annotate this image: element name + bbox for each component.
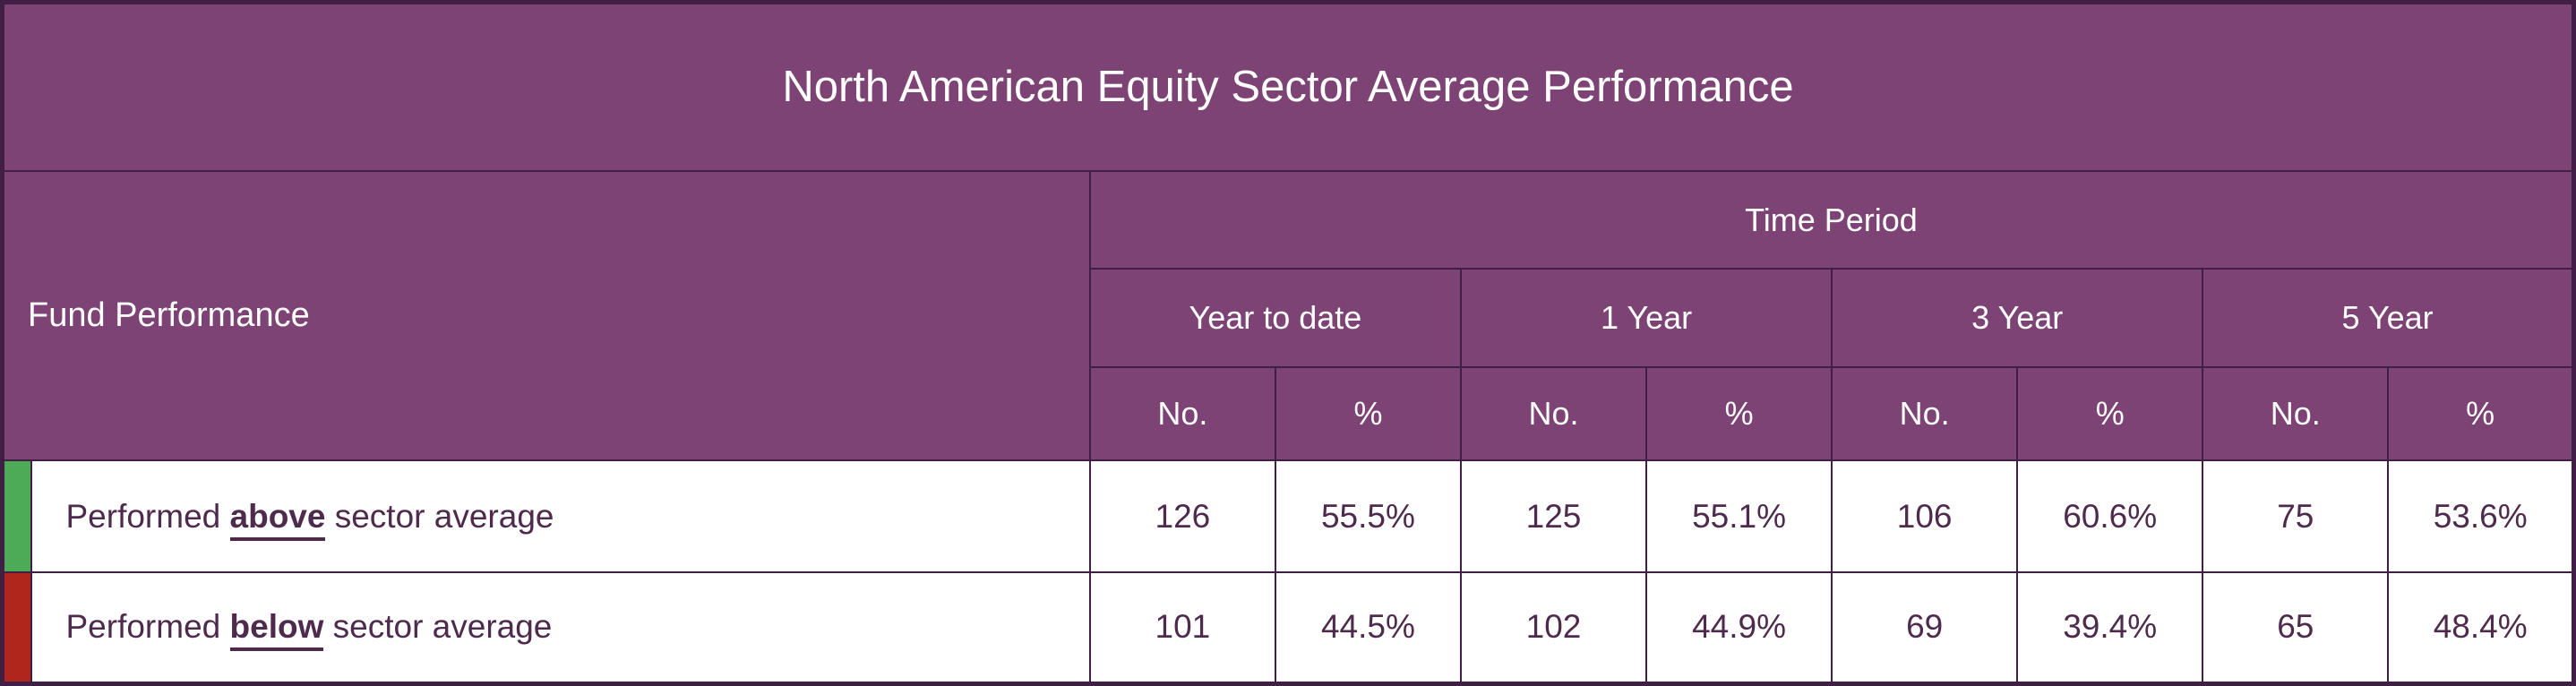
below-ytd-no: 101	[1088, 570, 1276, 685]
row-label-above: Performed above sector average	[30, 459, 1091, 573]
row-label-emphasis: below	[229, 608, 324, 652]
above-3y-no: 106	[1831, 459, 2019, 573]
table-title: North American Equity Sector Average Per…	[1, 1, 2575, 172]
below-3y-no: 69	[1831, 570, 2019, 685]
above-ytd-no: 126	[1088, 459, 1276, 573]
table-row-above-average: Performed above sector average 126 55.5%…	[1, 459, 2575, 573]
period-header-5-year: 5 Year	[2202, 268, 2575, 368]
subheader-pct: %	[1274, 365, 1462, 462]
table-row-below-average: Performed below sector average 101 44.5%…	[1, 570, 2575, 685]
header-row-time-period: Fund Performance Time Period	[1, 169, 2575, 462]
below-ytd-pct: 44.5%	[1274, 570, 1462, 685]
row-label-emphasis: above	[229, 497, 326, 541]
below-5y-no: 65	[2202, 570, 2390, 685]
below-3y-pct: 39.4%	[2016, 570, 2204, 685]
above-1y-no: 125	[1459, 459, 1648, 573]
subheader-no: No.	[1088, 365, 1276, 462]
above-3y-pct: 60.6%	[2016, 459, 2204, 573]
subheader-no: No.	[1831, 365, 2019, 462]
subheader-no: No.	[2202, 365, 2390, 462]
below-1y-pct: 44.9%	[1645, 570, 1833, 685]
subheader-pct: %	[2387, 365, 2575, 462]
subheader-no: No.	[1459, 365, 1648, 462]
title-row: North American Equity Sector Average Per…	[1, 1, 2575, 172]
row-label-text: Performed	[65, 608, 230, 646]
above-ytd-pct: 55.5%	[1274, 459, 1462, 573]
period-header-3-year: 3 Year	[1831, 268, 2204, 368]
header-row-periods: Year to date 1 Year 3 Year 5 Year	[3, 268, 2575, 368]
subheader-pct: %	[2016, 365, 2204, 462]
corner-header-fund-performance: Fund Performance	[1, 169, 1091, 462]
row-label-text: sector average	[323, 608, 553, 646]
above-average-marker	[1, 459, 32, 573]
above-1y-pct: 55.1%	[1645, 459, 1833, 573]
above-5y-no: 75	[2202, 459, 2390, 573]
below-average-marker	[1, 570, 32, 685]
row-label-text: Performed	[65, 497, 230, 535]
below-5y-pct: 48.4%	[2387, 570, 2575, 685]
period-header-year-to-date: Year to date	[1088, 268, 1462, 368]
period-header-1-year: 1 Year	[1459, 268, 1833, 368]
below-1y-no: 102	[1459, 570, 1648, 685]
above-5y-pct: 53.6%	[2387, 459, 2575, 573]
row-label-below: Performed below sector average	[30, 570, 1091, 685]
row-label-text: sector average	[325, 497, 554, 535]
header-row-subcolumns: No. % No. % No. % No. %	[3, 365, 2575, 462]
time-period-header: Time Period	[1088, 169, 2575, 270]
subheader-pct: %	[1645, 365, 1833, 462]
